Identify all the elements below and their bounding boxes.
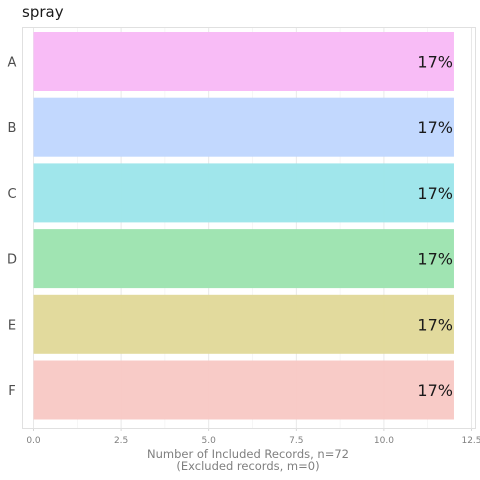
category-label-C: C — [7, 187, 16, 202]
x-tick-label: 5.0 — [202, 436, 217, 446]
data-label-F: 17% — [417, 381, 453, 400]
category-axis: A B C D E F — [7, 56, 17, 400]
bar-B — [33, 97, 454, 157]
x-tick-label: 12.5 — [461, 436, 480, 446]
value-axis: 0.0 2.5 5.0 7.5 10.0 12.5 — [26, 428, 480, 446]
category-label-B: B — [8, 121, 17, 136]
x-axis-title: Number of Included Records, n=72 — [147, 447, 349, 461]
x-tick-label: 10.0 — [374, 436, 394, 446]
category-label-E: E — [8, 318, 16, 333]
data-label-A: 17% — [417, 53, 453, 72]
bar-A — [33, 32, 454, 91]
bars — [33, 32, 454, 420]
bar-C — [33, 163, 454, 223]
bar-E — [33, 294, 454, 354]
bar-F — [33, 360, 454, 420]
chart-title: spray — [22, 3, 64, 21]
category-label-A: A — [8, 56, 17, 71]
data-label-B: 17% — [417, 118, 453, 137]
plot-panel-border — [22, 27, 476, 429]
data-label-D: 17% — [417, 250, 453, 269]
bar-D — [33, 229, 454, 289]
x-tick-label: 7.5 — [289, 436, 303, 446]
x-tick-label: 0.0 — [26, 436, 41, 446]
category-label-F: F — [8, 384, 15, 399]
data-labels: 17% 17% 17% 17% 17% 17% — [417, 53, 453, 401]
data-label-E: 17% — [417, 315, 453, 334]
category-label-D: D — [7, 253, 17, 268]
x-axis-subtitle: (Excluded records, m=0) — [176, 459, 319, 473]
data-label-C: 17% — [417, 184, 453, 203]
x-tick-label: 2.5 — [114, 436, 128, 446]
